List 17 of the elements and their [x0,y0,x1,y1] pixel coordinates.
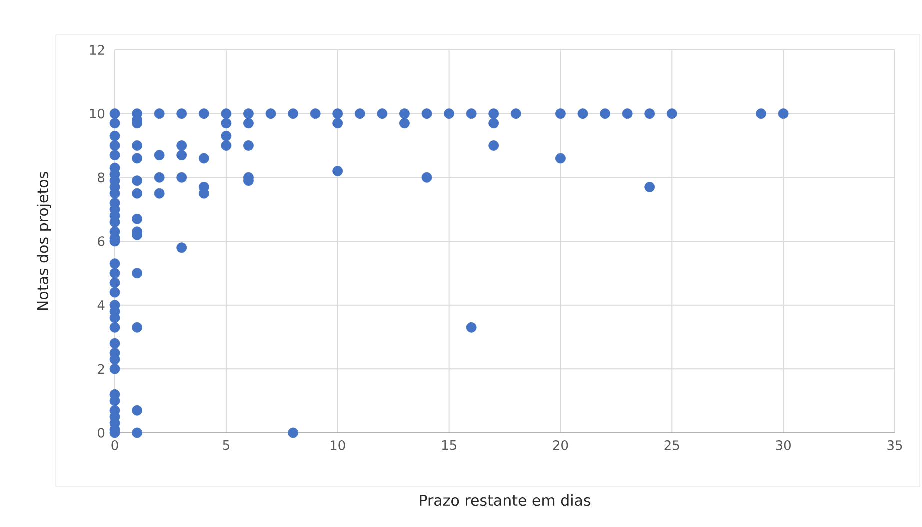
x-axis-title: Prazo restante em dias [420,494,591,506]
y-tick-label: 10 [90,108,105,119]
x-tick-label: 5 [223,440,230,450]
y-tick-label: 4 [98,300,105,310]
y-tick-label: 8 [98,172,105,183]
x-tick-label: 15 [442,440,456,450]
x-tick-label: 30 [776,440,791,450]
y-axis-title: Notas dos projetos [36,172,52,310]
y-tick-label: 2 [98,364,104,374]
y-tick-label: 0 [98,428,105,438]
x-tick-label: 10 [331,440,346,450]
y-tick-label: 6 [98,236,105,246]
x-tick-label: 0 [112,440,118,450]
x-tick-label: 35 [888,440,902,450]
y-tick-label: 12 [90,45,104,55]
x-tick-label: 20 [553,440,568,450]
x-tick-label: 25 [664,440,680,450]
